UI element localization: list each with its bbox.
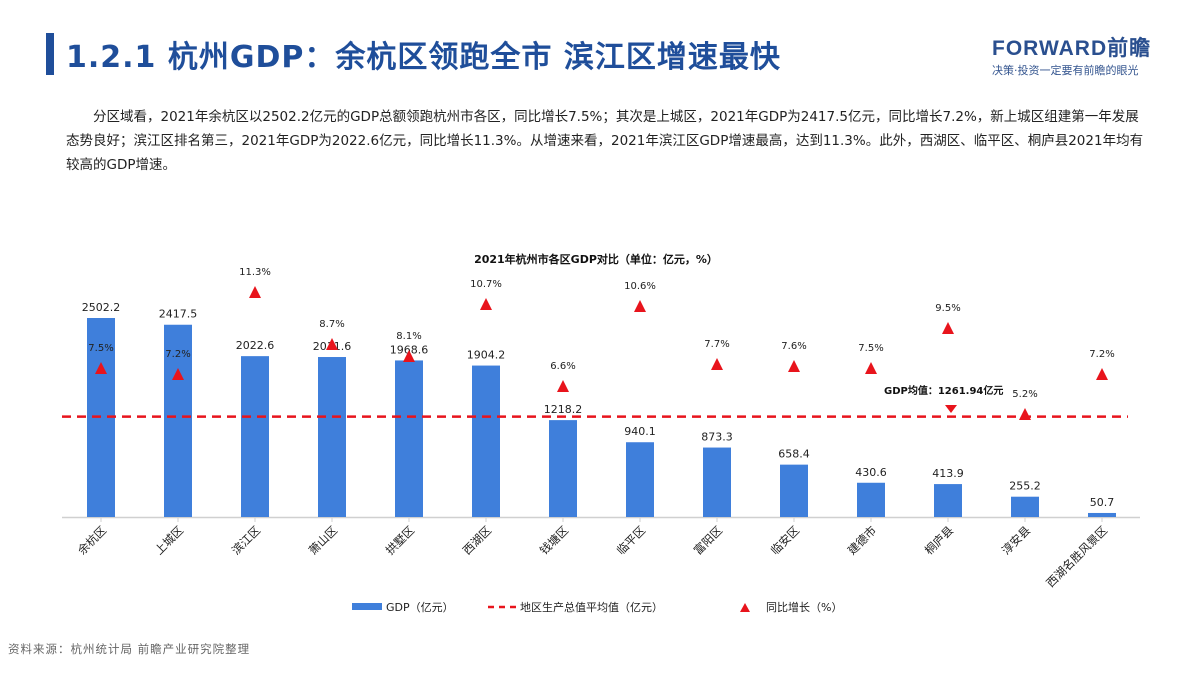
mean-annotation: GDP均值：1261.94亿元 bbox=[884, 384, 1003, 397]
gdp-bar bbox=[1088, 512, 1116, 517]
summary-text: 分区域看，2021年余杭区以2502.2亿元的GDP总额领跑杭州市各区，同比增长… bbox=[66, 109, 1144, 173]
gdp-value-label: 2417.5 bbox=[159, 308, 198, 321]
brand-logo: FORWARD前瞻 决策·投资一定要有前瞻的眼光 bbox=[992, 32, 1151, 78]
legend-triangle-icon bbox=[740, 603, 750, 612]
gdp-value-label: 1968.6 bbox=[390, 343, 429, 356]
gdp-bar bbox=[857, 482, 885, 517]
category-label: 富阳区 bbox=[691, 523, 725, 557]
gdp-value-label: 430.6 bbox=[855, 466, 887, 479]
category-label: 拱墅区 bbox=[383, 523, 417, 557]
gdp-bar bbox=[549, 420, 577, 517]
category-label: 萧山区 bbox=[306, 523, 340, 557]
category-label: 上城区 bbox=[152, 523, 186, 557]
growth-value-label: 7.5% bbox=[88, 343, 113, 354]
growth-value-label: 7.2% bbox=[1089, 349, 1114, 360]
growth-value-label: 7.5% bbox=[858, 343, 883, 354]
gdp-bar bbox=[241, 356, 269, 517]
category-label: 钱塘区 bbox=[537, 523, 571, 557]
growth-marker-icon bbox=[1019, 408, 1031, 420]
gdp-bar bbox=[472, 365, 500, 517]
category-label: 桐庐县 bbox=[922, 523, 956, 557]
growth-value-label: 7.6% bbox=[781, 341, 806, 352]
growth-marker-icon bbox=[480, 298, 492, 310]
growth-marker-icon bbox=[249, 286, 261, 298]
growth-value-label: 8.7% bbox=[319, 319, 344, 330]
gdp-value-label: 50.7 bbox=[1090, 496, 1115, 509]
category-label: 淳安县 bbox=[999, 523, 1033, 557]
legend-growth: 同比增长（%） bbox=[766, 600, 842, 614]
title-accent-bar bbox=[46, 33, 54, 75]
growth-value-label: 9.5% bbox=[935, 303, 960, 314]
gdp-value-label: 1904.2 bbox=[467, 349, 506, 362]
growth-value-label: 10.7% bbox=[470, 279, 502, 290]
summary-paragraph: 分区域看，2021年余杭区以2502.2亿元的GDP总额领跑杭州市各区，同比增长… bbox=[66, 105, 1146, 177]
category-label: 临安区 bbox=[768, 523, 802, 557]
growth-marker-icon bbox=[326, 338, 338, 350]
gdp-value-label: 1218.2 bbox=[544, 403, 583, 416]
growth-value-label: 10.6% bbox=[624, 281, 656, 292]
growth-value-label: 7.2% bbox=[165, 349, 190, 360]
growth-marker-icon bbox=[711, 358, 723, 370]
logo-main-text: FORWARD前瞻 bbox=[992, 37, 1152, 60]
source-note: 资料来源：杭州统计局 前瞻产业研究院整理 bbox=[8, 642, 251, 656]
gdp-value-label: 658.4 bbox=[778, 448, 810, 461]
legend-gdp: GDP（亿元） bbox=[386, 601, 454, 614]
category-label: 西湖区 bbox=[460, 523, 494, 557]
growth-marker-icon bbox=[172, 368, 184, 380]
gdp-bar bbox=[626, 442, 654, 517]
growth-marker-icon bbox=[788, 360, 800, 372]
gdp-bar bbox=[1011, 496, 1039, 517]
page-title: 1.2.1 杭州GDP：余杭区领跑全市 滨江区增速最快 bbox=[66, 40, 781, 75]
gdp-value-label: 255.2 bbox=[1009, 480, 1041, 493]
growth-marker-icon bbox=[557, 380, 569, 392]
legend-mean: 地区生产总值平均值（亿元） bbox=[520, 600, 663, 614]
gdp-bar bbox=[934, 484, 962, 517]
gdp-value-label: 2022.6 bbox=[236, 339, 275, 352]
growth-marker-icon bbox=[942, 322, 954, 334]
growth-value-label: 6.6% bbox=[550, 361, 575, 372]
gdp-bar bbox=[780, 464, 808, 517]
mean-pointer-icon bbox=[945, 405, 957, 413]
growth-value-label: 11.3% bbox=[239, 267, 271, 278]
logo-slogan: 决策·投资一定要有前瞻的眼光 bbox=[992, 64, 1139, 77]
growth-marker-icon bbox=[1096, 368, 1108, 380]
gdp-bar bbox=[395, 360, 423, 517]
category-label: 西湖名胜风景区 bbox=[1043, 523, 1110, 590]
gdp-value-label: 413.9 bbox=[932, 467, 964, 480]
gdp-value-label: 940.1 bbox=[624, 425, 656, 438]
growth-marker-icon bbox=[865, 362, 877, 374]
growth-value-label: 7.7% bbox=[704, 339, 729, 350]
legend-bar-swatch bbox=[352, 603, 382, 610]
category-label: 临平区 bbox=[614, 523, 648, 557]
gdp-bar bbox=[164, 324, 192, 517]
growth-value-label: 5.2% bbox=[1012, 389, 1037, 400]
growth-marker-icon bbox=[95, 362, 107, 374]
category-label: 建德市 bbox=[845, 523, 879, 557]
category-label: 滨江区 bbox=[229, 523, 263, 557]
gdp-bar bbox=[318, 357, 346, 517]
gdp-bar bbox=[703, 447, 731, 517]
gdp-value-label: 2502.2 bbox=[82, 301, 121, 314]
growth-marker-icon bbox=[403, 350, 415, 362]
growth-marker-icon bbox=[634, 300, 646, 312]
chart-title: 2021年杭州市各区GDP对比（单位：亿元，%） bbox=[474, 252, 718, 266]
category-label: 余杭区 bbox=[75, 523, 109, 557]
growth-value-label: 8.1% bbox=[396, 331, 421, 342]
gdp-value-label: 873.3 bbox=[701, 431, 733, 444]
